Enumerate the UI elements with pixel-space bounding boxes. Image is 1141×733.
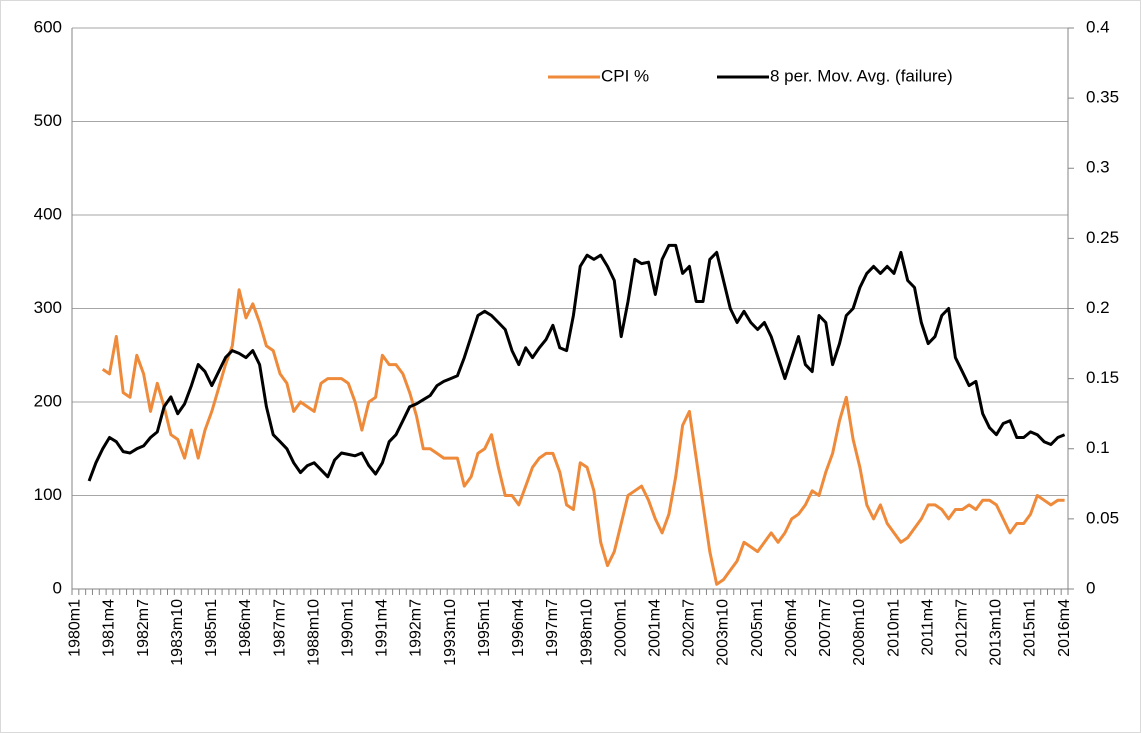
y-tick-label: 400: [34, 204, 62, 223]
x-tick-label: 1981m4: [101, 599, 118, 657]
legend-label: 8 per. Mov. Avg. (failure): [770, 66, 953, 85]
x-tick-label: 2010m1: [885, 599, 902, 657]
x-tick-label: 1998m10: [578, 599, 595, 666]
x-tick-label: 2015m1: [1022, 599, 1039, 657]
y-tick-label: 100: [34, 485, 62, 504]
x-tick-label: 2013m10: [988, 599, 1005, 666]
x-tick-label: 2007m7: [817, 599, 834, 657]
series-line: [87, 243, 1066, 482]
series-line: [101, 288, 1065, 586]
y-tick-label: 200: [34, 391, 62, 410]
y2-tick-label: 0.25: [1086, 228, 1119, 247]
x-tick-label: 2012m7: [953, 599, 970, 657]
x-tick-label: 2006m4: [783, 599, 800, 657]
y2-tick-label: 0.05: [1086, 508, 1119, 527]
y-tick-label: 0: [53, 578, 62, 597]
x-tick-label: 2001m4: [646, 599, 663, 657]
x-tick-label: 2000m1: [612, 599, 629, 657]
x-tick-label: 2005m1: [749, 599, 766, 657]
x-tick-label: 1991m4: [374, 599, 391, 657]
x-tick-label: 2016m4: [1056, 599, 1073, 657]
x-tick-label: 1992m7: [408, 599, 425, 657]
x-tick-label: 2003m10: [715, 599, 732, 666]
x-tick-label: 1986m4: [237, 599, 254, 657]
x-tick-label: 1987m7: [271, 599, 288, 657]
x-tick-label: 2002m7: [681, 599, 698, 657]
x-tick-label: 1980m1: [67, 599, 84, 657]
x-tick-label: 1996m4: [510, 599, 527, 657]
y2-tick-label: 0.35: [1086, 88, 1119, 107]
x-tick-label: 1993m10: [442, 599, 459, 666]
y-tick-label: 600: [34, 17, 62, 36]
x-tick-label: 2008m10: [851, 599, 868, 666]
y-tick-label: 300: [34, 298, 62, 317]
x-tick-label: 1988m10: [305, 599, 322, 666]
y2-tick-label: 0.2: [1086, 298, 1110, 317]
x-tick-label: 1995m1: [476, 599, 493, 657]
x-tick-label: 1982m7: [135, 599, 152, 657]
x-tick-label: 2011m4: [919, 599, 936, 656]
y2-tick-label: 0.3: [1086, 158, 1110, 177]
x-tick-label: 1985m1: [203, 599, 220, 657]
y2-tick-label: 0.15: [1086, 368, 1119, 387]
y2-tick-label: 0: [1086, 578, 1095, 597]
y-tick-label: 500: [34, 111, 62, 130]
x-tick-label: 1990m1: [340, 599, 357, 657]
legend-label: CPI %: [601, 66, 649, 85]
y2-tick-label: 0.1: [1086, 438, 1110, 457]
x-tick-label: 1983m10: [169, 599, 186, 666]
x-tick-label: 1997m7: [544, 599, 561, 657]
y2-tick-label: 0.4: [1086, 17, 1110, 36]
